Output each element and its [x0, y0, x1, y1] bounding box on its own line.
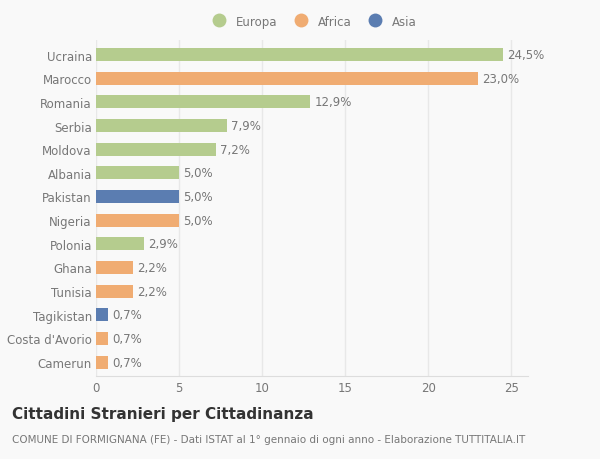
Text: 7,9%: 7,9% [232, 120, 261, 133]
Bar [96, 261, 133, 274]
Bar [96, 167, 179, 180]
Bar [96, 285, 133, 298]
Text: 2,2%: 2,2% [137, 285, 167, 298]
Bar [96, 143, 215, 157]
Text: 0,7%: 0,7% [112, 308, 142, 321]
Text: 24,5%: 24,5% [507, 49, 544, 62]
Text: 12,9%: 12,9% [314, 96, 352, 109]
Bar [96, 238, 144, 251]
Bar [96, 49, 503, 62]
Text: Cittadini Stranieri per Cittadinanza: Cittadini Stranieri per Cittadinanza [12, 406, 314, 421]
Text: 0,7%: 0,7% [112, 332, 142, 345]
Text: 7,2%: 7,2% [220, 143, 250, 157]
Text: COMUNE DI FORMIGNANA (FE) - Dati ISTAT al 1° gennaio di ogni anno - Elaborazione: COMUNE DI FORMIGNANA (FE) - Dati ISTAT a… [12, 434, 525, 444]
Text: 5,0%: 5,0% [183, 190, 213, 203]
Bar [96, 308, 107, 321]
Text: 0,7%: 0,7% [112, 356, 142, 369]
Bar [96, 190, 179, 203]
Bar [96, 120, 227, 133]
Text: 5,0%: 5,0% [183, 214, 213, 227]
Bar [96, 356, 107, 369]
Bar [96, 332, 107, 345]
Legend: Europa, Africa, Asia: Europa, Africa, Asia [204, 12, 420, 32]
Text: 5,0%: 5,0% [183, 167, 213, 180]
Bar [96, 214, 179, 227]
Bar [96, 96, 310, 109]
Bar [96, 73, 478, 85]
Text: 2,9%: 2,9% [148, 238, 178, 251]
Text: 2,2%: 2,2% [137, 261, 167, 274]
Text: 23,0%: 23,0% [482, 73, 520, 85]
